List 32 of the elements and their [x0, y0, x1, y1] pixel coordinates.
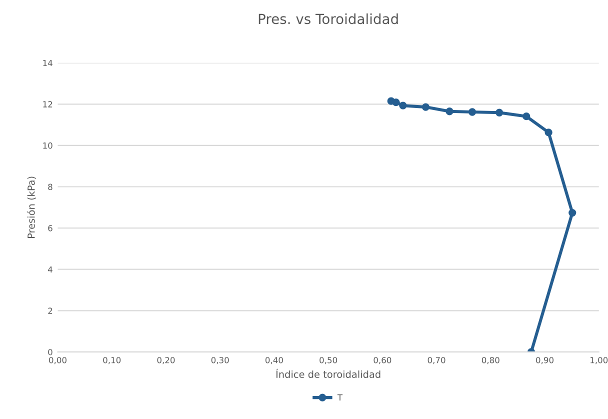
point: [468, 108, 476, 116]
x-tick-label: 1,00: [590, 356, 608, 364]
x-tick-label: 0,20: [157, 356, 175, 364]
point: [568, 208, 576, 217]
y-tick-label: 2: [48, 308, 52, 314]
y-tick-label: 6: [48, 225, 52, 232]
y-tick-label: 10: [43, 142, 52, 149]
legend-label: T: [337, 394, 343, 400]
x-tick-label: 0,00: [49, 356, 66, 364]
point: [399, 102, 407, 110]
y-tick-label: 12: [43, 101, 52, 108]
y-tick-label: 14: [43, 60, 52, 66]
point: [392, 98, 400, 106]
point: [522, 112, 530, 120]
y-tick-label: 8: [48, 184, 52, 190]
x-tick-label: 0,60: [374, 356, 392, 364]
x-tick-label: 0,40: [265, 356, 283, 364]
x-tick-label: 0,10: [103, 356, 121, 364]
point: [544, 128, 552, 136]
y-tick-label: 4: [48, 266, 52, 273]
x-tick-label: 0,70: [428, 356, 446, 364]
point: [422, 103, 430, 111]
y-axis-title: Presión (kPa): [26, 176, 36, 238]
point: [446, 108, 454, 116]
x-tick-label: 0,30: [211, 356, 229, 364]
x-tick-label: 0,90: [536, 356, 554, 364]
y-tick-label: 0: [48, 348, 52, 356]
x-tick-label: 0,50: [320, 356, 338, 364]
point: [495, 108, 504, 116]
x-tick-label: 0,80: [482, 356, 500, 364]
chart-title: Pres. vs Toroidalidad: [258, 13, 398, 24]
x-axis-title: Índice de toroidalidad: [276, 368, 380, 378]
